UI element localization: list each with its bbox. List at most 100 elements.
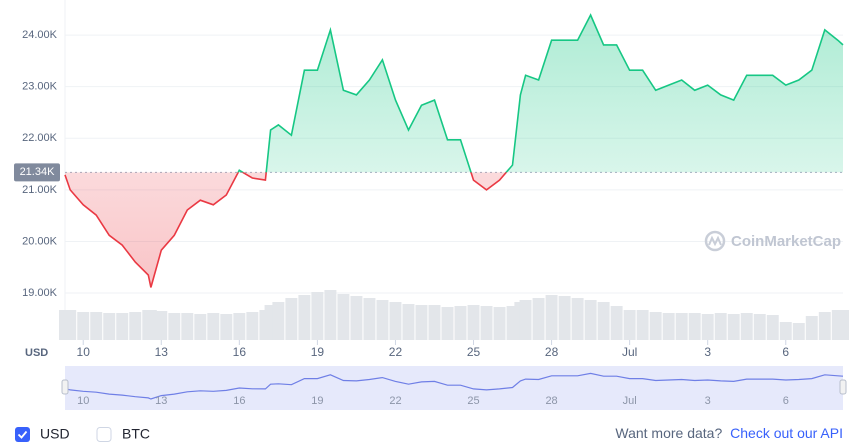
volume-bar <box>545 295 558 340</box>
volume-bar <box>285 298 298 340</box>
navigator-tick-label: 16 <box>233 395 245 407</box>
volume-bar <box>103 313 116 340</box>
baseline-label-bg <box>14 163 60 182</box>
volume-bar <box>818 312 831 340</box>
volume-bar <box>298 295 311 340</box>
volume-bar <box>264 305 277 340</box>
volume-bar <box>181 313 194 340</box>
y-tick-label: 21.00K <box>22 184 58 196</box>
navigator-tick-label: Jul <box>623 395 637 407</box>
watermark-text: CoinMarketCap <box>731 233 841 250</box>
x-tick-label: 6 <box>782 345 789 359</box>
volume-bar <box>233 313 246 340</box>
navigator-bg <box>65 366 843 410</box>
volume-bar <box>805 316 818 340</box>
navigator-tick-label: 3 <box>705 395 711 407</box>
volume-bar <box>558 296 571 340</box>
y-tick-label: 24.00K <box>22 29 58 41</box>
volume-bar <box>597 302 610 340</box>
x-tick-label: 3 <box>704 345 711 359</box>
volume-bar <box>194 314 207 340</box>
x-tick-label: 10 <box>77 345 91 359</box>
x-tick-label: 19 <box>311 345 325 359</box>
volume-bar <box>129 312 142 340</box>
navigator-tick-label: 28 <box>545 395 557 407</box>
navigator-tick-label: 19 <box>311 395 323 407</box>
volume-bar <box>649 312 662 340</box>
api-link[interactable]: Check out our API <box>730 425 843 441</box>
price-line-down <box>64 172 508 288</box>
volume-bar <box>441 307 454 340</box>
volume-bar <box>311 292 324 340</box>
volume-bar <box>207 313 220 340</box>
volume-bar <box>519 300 532 340</box>
volume-bar <box>402 304 415 340</box>
y-tick-label: 22.00K <box>22 132 58 144</box>
volume-bar <box>389 302 402 340</box>
volume-bar <box>766 315 779 340</box>
x-tick-label: 22 <box>389 345 403 359</box>
volume-bar <box>688 313 701 340</box>
y-tick-label: 23.00K <box>22 81 58 93</box>
volume-bar <box>144 310 157 340</box>
volume-bar <box>779 322 792 340</box>
x-tick-label: 28 <box>545 345 559 359</box>
volume-bar <box>506 306 519 340</box>
volume-bar <box>753 314 766 340</box>
volume-bar <box>155 311 168 340</box>
watermark: CoinMarketCap <box>704 230 841 252</box>
x-tick-label: 16 <box>233 345 247 359</box>
volume-bar <box>324 290 337 340</box>
volume-bar <box>220 314 233 340</box>
volume-bar <box>272 302 285 340</box>
volume-bar <box>662 313 675 340</box>
volume-bar <box>571 298 584 340</box>
volume-bar <box>77 312 90 340</box>
currency-label: USD <box>25 347 48 359</box>
volume-bar <box>837 310 849 340</box>
navigator-handle[interactable] <box>61 379 69 395</box>
volume-bar <box>727 314 740 340</box>
navigator-tick-label: 22 <box>389 395 401 407</box>
area-fill <box>238 15 843 173</box>
volume-bar <box>792 323 805 340</box>
volume-bar <box>116 313 129 340</box>
toggle-label: USD <box>40 426 70 442</box>
y-tick-label: 20.00K <box>22 235 58 247</box>
volume-bar <box>701 314 714 340</box>
volume-bar <box>584 300 597 340</box>
volume-bar <box>610 306 623 340</box>
x-tick-label: 13 <box>155 345 169 359</box>
volume-bar <box>350 296 363 340</box>
volume-bar <box>532 298 545 340</box>
y-tick-label: 19.00K <box>22 287 58 299</box>
price-line-up <box>237 13 844 173</box>
volume-bar <box>376 300 389 340</box>
x-tick-label: Jul <box>622 345 637 359</box>
baseline-label: 21.34K <box>20 166 56 178</box>
volume-bar <box>480 306 493 340</box>
volume-bar <box>467 305 480 340</box>
navigator-line <box>64 372 844 400</box>
volume-bar <box>90 312 103 340</box>
footer: Want more data? Check out our API <box>615 425 843 441</box>
volume-bar <box>415 305 428 340</box>
volume-bar <box>363 298 376 340</box>
volume-bar <box>740 313 753 340</box>
volume-bar <box>64 310 77 340</box>
volume-bar <box>714 313 727 340</box>
navigator-tick-label: 25 <box>467 395 479 407</box>
volume-bar <box>337 294 350 340</box>
navigator-handle[interactable] <box>839 379 847 395</box>
volume-bar <box>675 313 688 340</box>
toggle-btc[interactable]: BTC <box>96 426 150 442</box>
volume-bar <box>623 310 636 340</box>
volume-bar <box>168 313 181 340</box>
volume-bar <box>246 312 259 340</box>
volume-bar <box>493 307 506 340</box>
volume-bar <box>428 305 441 340</box>
volume-bar <box>636 310 649 340</box>
toggle-usd[interactable]: USD <box>15 426 70 442</box>
navigator-tick-label: 13 <box>155 395 167 407</box>
